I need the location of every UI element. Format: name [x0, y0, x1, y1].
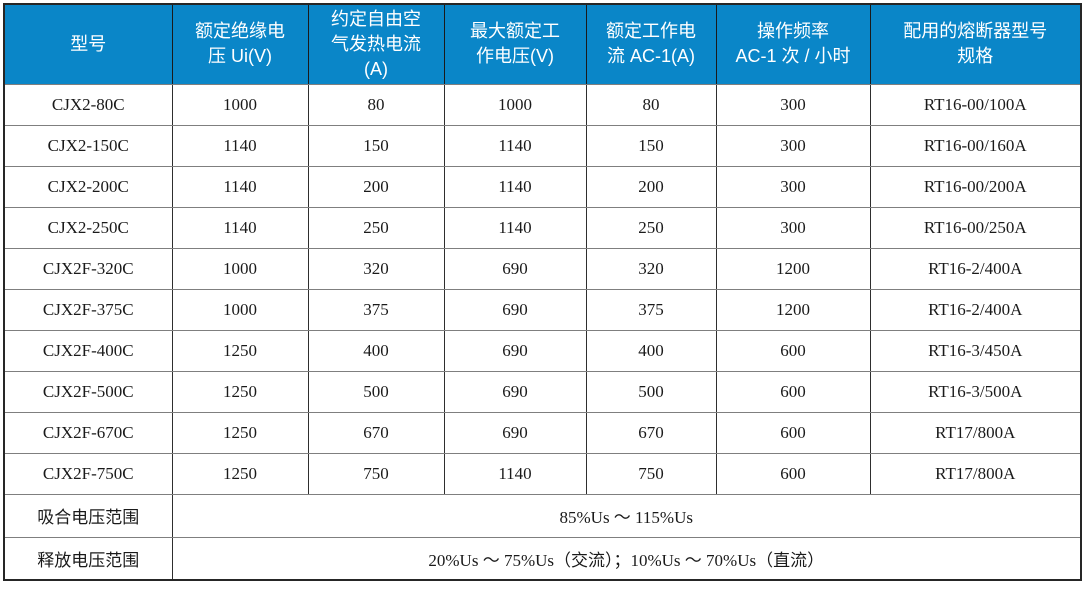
cell-insulation-voltage: 1000 — [171, 247, 309, 290]
table-row: CJX2-150C 1140 150 1140 150 300 RT16-00/… — [3, 124, 1082, 167]
cell-insulation-voltage: 1250 — [171, 329, 309, 372]
cell-thermal-current: 400 — [307, 329, 445, 372]
table-row: CJX2-80C 1000 80 1000 80 300 RT16-00/100… — [3, 83, 1082, 126]
table-row: CJX2-250C 1140 250 1140 250 300 RT16-00/… — [3, 206, 1082, 249]
cell-working-current: 670 — [585, 411, 717, 454]
table-row: CJX2F-500C 1250 500 690 500 600 RT16-3/5… — [3, 370, 1082, 413]
header-cell-rated-working-current: 额定工作电 流 AC-1(A) — [585, 4, 717, 85]
header-cell-max-working-voltage: 最大额定工 作电压(V) — [443, 4, 587, 85]
spec-table-page: 型号 额定绝缘电 压 Ui(V) 约定自由空 气发热电流 (A) 最大额定工 作… — [3, 3, 1082, 581]
table-row: CJX2F-375C 1000 375 690 375 1200 RT16-2/… — [3, 288, 1082, 331]
header-row: 型号 额定绝缘电 压 Ui(V) 约定自由空 气发热电流 (A) 最大额定工 作… — [3, 4, 1082, 85]
cell-op-frequency: 600 — [715, 452, 871, 495]
cell-op-frequency: 300 — [715, 206, 871, 249]
cell-op-frequency: 300 — [715, 165, 871, 208]
cell-thermal-current: 150 — [307, 124, 445, 167]
cell-working-current: 80 — [585, 83, 717, 126]
cell-model: CJX2-250C — [3, 206, 173, 249]
footer-label: 吸合电压范围 — [3, 493, 173, 538]
table-row: CJX2F-320C 1000 320 690 320 1200 RT16-2/… — [3, 247, 1082, 290]
cell-working-current: 400 — [585, 329, 717, 372]
header-cell-model: 型号 — [3, 4, 173, 85]
cell-working-current: 375 — [585, 288, 717, 331]
cell-working-current: 320 — [585, 247, 717, 290]
cell-max-voltage: 690 — [443, 329, 587, 372]
cell-thermal-current: 80 — [307, 83, 445, 126]
cell-model: CJX2F-670C — [3, 411, 173, 454]
cell-working-current: 200 — [585, 165, 717, 208]
cell-max-voltage: 690 — [443, 370, 587, 413]
cell-model: CJX2F-320C — [3, 247, 173, 290]
cell-fuse: RT16-00/100A — [869, 83, 1082, 126]
cell-fuse: RT16-3/450A — [869, 329, 1082, 372]
cell-model: CJX2F-375C — [3, 288, 173, 331]
cell-fuse: RT16-00/160A — [869, 124, 1082, 167]
cell-insulation-voltage: 1250 — [171, 411, 309, 454]
table-row: CJX2-200C 1140 200 1140 200 300 RT16-00/… — [3, 165, 1082, 208]
cell-working-current: 750 — [585, 452, 717, 495]
cell-fuse: RT16-00/250A — [869, 206, 1082, 249]
header-cell-operating-frequency: 操作频率 AC-1 次 / 小时 — [715, 4, 871, 85]
footer-row-release-voltage-range: 释放电压范围 20%Us ～ 75%Us（交流）；10%Us ～ 70%Us（直… — [3, 536, 1082, 581]
cell-thermal-current: 750 — [307, 452, 445, 495]
cell-thermal-current: 320 — [307, 247, 445, 290]
cell-max-voltage: 1140 — [443, 452, 587, 495]
cell-model: CJX2F-500C — [3, 370, 173, 413]
cell-model: CJX2-200C — [3, 165, 173, 208]
cell-working-current: 150 — [585, 124, 717, 167]
cell-working-current: 250 — [585, 206, 717, 249]
cell-op-frequency: 600 — [715, 411, 871, 454]
cell-thermal-current: 375 — [307, 288, 445, 331]
footer-label: 释放电压范围 — [3, 536, 173, 581]
cell-working-current: 500 — [585, 370, 717, 413]
cell-max-voltage: 1140 — [443, 206, 587, 249]
table-row: CJX2F-400C 1250 400 690 400 600 RT16-3/4… — [3, 329, 1082, 372]
cell-fuse: RT17/800A — [869, 411, 1082, 454]
cell-insulation-voltage: 1140 — [171, 124, 309, 167]
cell-op-frequency: 600 — [715, 370, 871, 413]
cell-insulation-voltage: 1140 — [171, 165, 309, 208]
cell-fuse: RT16-00/200A — [869, 165, 1082, 208]
footer-row-pickup-voltage-range: 吸合电压范围 85%Us ～ 115%Us — [3, 493, 1082, 538]
contactor-spec-table: 型号 额定绝缘电 压 Ui(V) 约定自由空 气发热电流 (A) 最大额定工 作… — [3, 3, 1082, 581]
cell-max-voltage: 690 — [443, 247, 587, 290]
cell-max-voltage: 1140 — [443, 124, 587, 167]
cell-op-frequency: 300 — [715, 124, 871, 167]
footer-value: 20%Us ～ 75%Us（交流）；10%Us ～ 70%Us（直流） — [171, 536, 1082, 581]
cell-max-voltage: 690 — [443, 411, 587, 454]
cell-thermal-current: 670 — [307, 411, 445, 454]
cell-op-frequency: 600 — [715, 329, 871, 372]
cell-fuse: RT16-2/400A — [869, 288, 1082, 331]
cell-op-frequency: 1200 — [715, 288, 871, 331]
table-header: 型号 额定绝缘电 压 Ui(V) 约定自由空 气发热电流 (A) 最大额定工 作… — [3, 4, 1082, 85]
cell-model: CJX2F-750C — [3, 452, 173, 495]
table-body: CJX2-80C 1000 80 1000 80 300 RT16-00/100… — [3, 83, 1082, 581]
cell-insulation-voltage: 1250 — [171, 452, 309, 495]
cell-insulation-voltage: 1000 — [171, 83, 309, 126]
footer-value: 85%Us ～ 115%Us — [171, 493, 1082, 538]
cell-fuse: RT16-2/400A — [869, 247, 1082, 290]
cell-op-frequency: 1200 — [715, 247, 871, 290]
cell-fuse: RT17/800A — [869, 452, 1082, 495]
header-cell-fuse-spec: 配用的熔断器型号 规格 — [869, 4, 1082, 85]
cell-insulation-voltage: 1140 — [171, 206, 309, 249]
table-row: CJX2F-670C 1250 670 690 670 600 RT17/800… — [3, 411, 1082, 454]
header-cell-conventional-thermal-current: 约定自由空 气发热电流 (A) — [307, 4, 445, 85]
cell-insulation-voltage: 1250 — [171, 370, 309, 413]
cell-max-voltage: 690 — [443, 288, 587, 331]
cell-model: CJX2-80C — [3, 83, 173, 126]
cell-max-voltage: 1140 — [443, 165, 587, 208]
cell-thermal-current: 250 — [307, 206, 445, 249]
cell-thermal-current: 500 — [307, 370, 445, 413]
header-cell-rated-insulation-voltage: 额定绝缘电 压 Ui(V) — [171, 4, 309, 85]
cell-model: CJX2F-400C — [3, 329, 173, 372]
cell-model: CJX2-150C — [3, 124, 173, 167]
cell-fuse: RT16-3/500A — [869, 370, 1082, 413]
table-row: CJX2F-750C 1250 750 1140 750 600 RT17/80… — [3, 452, 1082, 495]
cell-insulation-voltage: 1000 — [171, 288, 309, 331]
cell-max-voltage: 1000 — [443, 83, 587, 126]
cell-op-frequency: 300 — [715, 83, 871, 126]
cell-thermal-current: 200 — [307, 165, 445, 208]
